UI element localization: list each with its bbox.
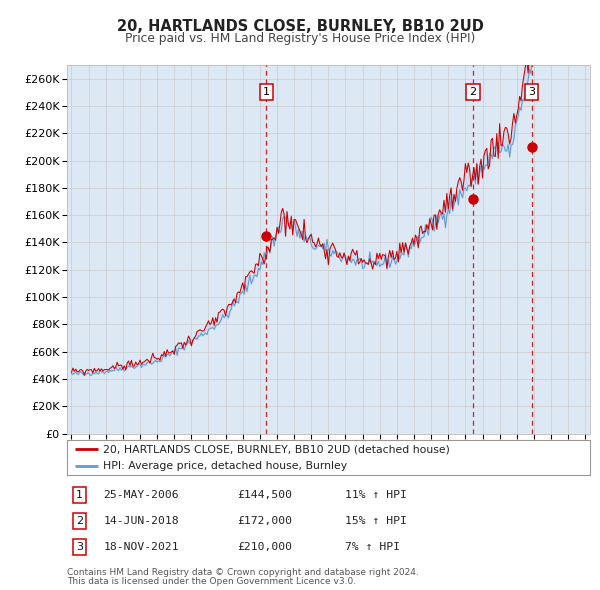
Text: 1: 1: [76, 490, 83, 500]
Text: £144,500: £144,500: [237, 490, 292, 500]
Text: 3: 3: [529, 87, 535, 97]
Text: £210,000: £210,000: [237, 542, 292, 552]
Text: 1: 1: [263, 87, 270, 97]
Text: Price paid vs. HM Land Registry's House Price Index (HPI): Price paid vs. HM Land Registry's House …: [125, 32, 475, 45]
Text: £172,000: £172,000: [237, 516, 292, 526]
Text: 20, HARTLANDS CLOSE, BURNLEY, BB10 2UD: 20, HARTLANDS CLOSE, BURNLEY, BB10 2UD: [116, 19, 484, 34]
Text: 2: 2: [470, 87, 476, 97]
Text: 18-NOV-2021: 18-NOV-2021: [103, 542, 179, 552]
Text: 3: 3: [76, 542, 83, 552]
Text: HPI: Average price, detached house, Burnley: HPI: Average price, detached house, Burn…: [103, 461, 347, 471]
Text: 14-JUN-2018: 14-JUN-2018: [103, 516, 179, 526]
Text: This data is licensed under the Open Government Licence v3.0.: This data is licensed under the Open Gov…: [67, 577, 356, 586]
Text: 15% ↑ HPI: 15% ↑ HPI: [345, 516, 407, 526]
Text: 20, HARTLANDS CLOSE, BURNLEY, BB10 2UD (detached house): 20, HARTLANDS CLOSE, BURNLEY, BB10 2UD (…: [103, 444, 449, 454]
Text: Contains HM Land Registry data © Crown copyright and database right 2024.: Contains HM Land Registry data © Crown c…: [67, 568, 419, 577]
Text: 25-MAY-2006: 25-MAY-2006: [103, 490, 179, 500]
Text: 11% ↑ HPI: 11% ↑ HPI: [345, 490, 407, 500]
Text: 7% ↑ HPI: 7% ↑ HPI: [345, 542, 400, 552]
Text: 2: 2: [76, 516, 83, 526]
